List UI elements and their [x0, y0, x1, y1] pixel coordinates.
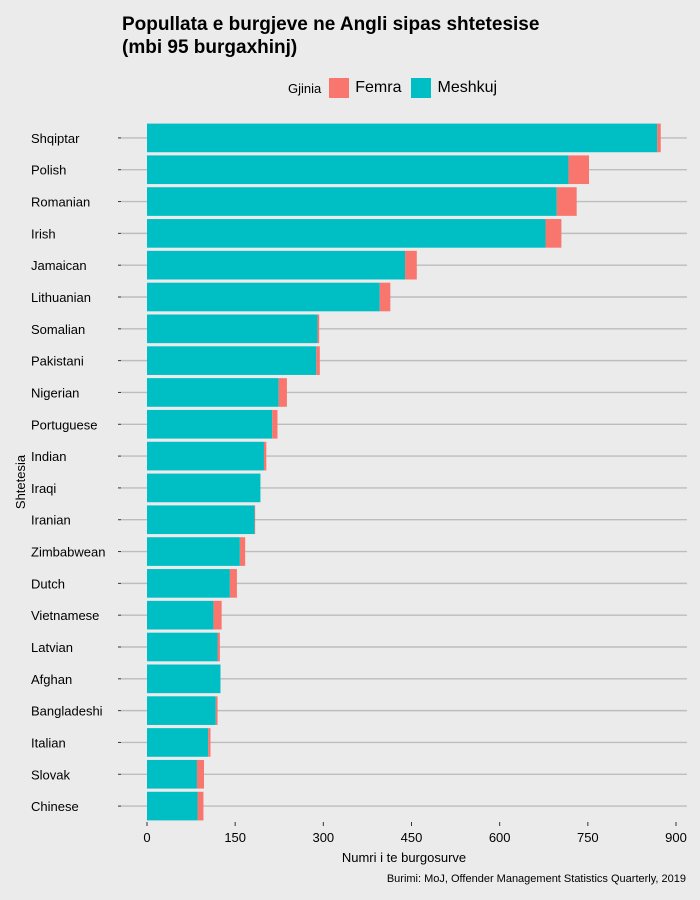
bar-meshkuj-zimbabwean: [147, 537, 240, 566]
y-tick-label-iraqi: Iraqi: [31, 481, 56, 496]
y-tick-label-iranian: Iranian: [31, 513, 71, 528]
y-tick-label-somalian: Somalian: [31, 322, 85, 337]
bar-femra-irish: [545, 219, 562, 248]
bar-femra-indian: [263, 441, 267, 471]
x-axis-title: Numri i te burgosurve: [342, 850, 466, 865]
bar-meshkuj-somalian: [147, 314, 318, 344]
bar-meshkuj-chinese: [147, 791, 198, 821]
y-tick-label-slovak: Slovak: [31, 767, 71, 782]
bar-meshkuj-italian: [147, 728, 209, 757]
bar-meshkuj-afghan: [147, 664, 221, 694]
bar-femra-portuguese: [272, 409, 278, 439]
y-axis-title: Shtetesia: [13, 454, 28, 509]
x-tick-label-150: 150: [224, 830, 246, 845]
y-tick-label-romanian: Romanian: [31, 195, 90, 210]
x-tick-label-0: 0: [143, 830, 150, 845]
bar-meshkuj-portuguese: [147, 409, 273, 439]
legend-label-femra: Femra: [355, 79, 402, 96]
bar-femra-romanian: [556, 187, 577, 216]
bar-meshkuj-shqiptar: [147, 123, 658, 153]
y-tick-label-latvian: Latvian: [31, 640, 73, 655]
bar-meshkuj-polish: [147, 155, 569, 185]
bar-meshkuj-jamaican: [147, 250, 406, 280]
bar-femra-chinese: [197, 791, 204, 821]
bar-meshkuj-indian: [147, 441, 264, 471]
bar-femra-italian: [208, 728, 211, 757]
legend: Gjinia Femra Meshkuj: [288, 76, 507, 100]
bar-femra-iranian: [254, 505, 256, 535]
bar-femra-zimbabwean: [239, 537, 246, 566]
x-tick-label-900: 900: [665, 830, 687, 845]
x-tick-label-300: 300: [312, 830, 334, 845]
y-tick-label-bangladeshi: Bangladeshi: [31, 704, 103, 719]
bar-femra-shqiptar: [657, 123, 661, 153]
bar-femra-somalian: [317, 314, 320, 344]
y-tick-label-nigerian: Nigerian: [31, 385, 79, 400]
bar-femra-nigerian: [278, 378, 287, 407]
bar-meshkuj-nigerian: [147, 378, 279, 407]
bar-meshkuj-iraqi: [147, 473, 261, 503]
chart-title-line-1: Popullata e burgjeve ne Angli sipas shte…: [122, 14, 540, 35]
y-tick-label-afghan: Afghan: [31, 672, 72, 687]
y-tick-label-polish: Polish: [31, 163, 66, 178]
bar-femra-jamaican: [405, 250, 417, 280]
bar-femra-latvian: [217, 632, 220, 662]
legend-label-meshkuj: Meshkuj: [437, 79, 498, 96]
bar-meshkuj-latvian: [147, 632, 218, 662]
chart-title-line-2: (mbi 95 burgaxhinj): [122, 37, 298, 58]
bar-meshkuj-irish: [147, 219, 546, 248]
bar-meshkuj-bangladeshi: [147, 696, 216, 725]
bar-meshkuj-dutch: [147, 569, 230, 598]
x-tick-label-750: 750: [577, 830, 599, 845]
source-caption: Burimi: MoJ, Offender Management Statist…: [386, 873, 686, 885]
bar-femra-vietnamese: [213, 600, 222, 630]
y-tick-label-pakistani: Pakistani: [31, 354, 84, 369]
y-tick-label-vietnamese: Vietnamese: [31, 608, 99, 623]
legend-key-femra: [329, 78, 350, 98]
y-tick-label-irish: Irish: [31, 226, 56, 241]
bar-femra-bangladeshi: [215, 696, 218, 725]
bar-femra-polish: [568, 155, 590, 185]
y-tick-label-zimbabwean: Zimbabwean: [31, 545, 105, 560]
chart-title: Popullata e burgjeve ne Angli sipas shte…: [122, 13, 539, 59]
bar-meshkuj-lithuanian: [147, 282, 380, 312]
bar-meshkuj-pakistani: [147, 346, 317, 375]
bar-meshkuj-slovak: [147, 759, 197, 789]
bar-meshkuj-iranian: [147, 505, 255, 535]
bar-femra-pakistani: [316, 346, 320, 375]
y-tick-label-chinese: Chinese: [31, 799, 79, 814]
y-tick-label-jamaican: Jamaican: [31, 258, 87, 273]
bar-femra-dutch: [229, 569, 237, 598]
y-tick-label-indian: Indian: [31, 449, 66, 464]
bar-femra-slovak: [196, 759, 205, 789]
bar-meshkuj-romanian: [147, 187, 557, 216]
y-tick-label-lithuanian: Lithuanian: [31, 290, 91, 305]
bar-meshkuj-vietnamese: [147, 600, 214, 630]
y-tick-label-shqiptar: Shqiptar: [31, 131, 80, 146]
x-tick-label-450: 450: [401, 830, 423, 845]
legend-title: Gjinia: [288, 80, 322, 96]
bar-femra-lithuanian: [379, 282, 391, 312]
y-tick-label-italian: Italian: [31, 735, 66, 750]
x-tick-label-600: 600: [489, 830, 511, 845]
legend-key-meshkuj: [411, 78, 432, 98]
y-tick-label-dutch: Dutch: [31, 576, 65, 591]
y-tick-label-portuguese: Portuguese: [31, 417, 98, 432]
